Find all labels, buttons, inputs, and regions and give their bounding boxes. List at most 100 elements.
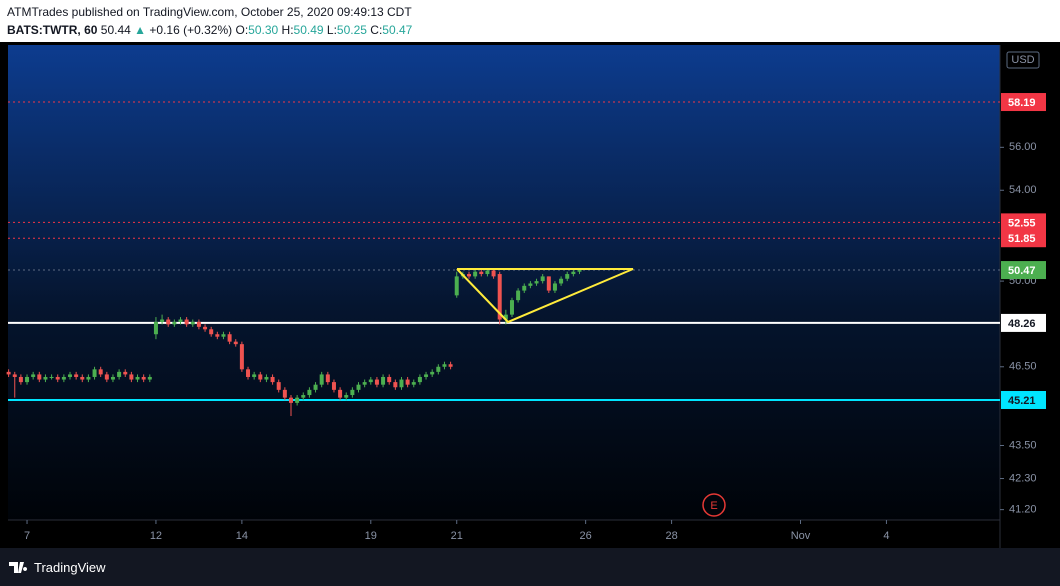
candle-body	[221, 334, 226, 337]
currency: USD	[1011, 54, 1034, 66]
candle-body	[540, 276, 545, 282]
candle-body	[473, 271, 478, 277]
low-value: 50.25	[336, 23, 367, 37]
candle-body	[288, 397, 293, 403]
candle-body	[12, 374, 17, 377]
candle-body	[178, 319, 183, 322]
change-arrow: ▲	[134, 23, 147, 37]
x-tick-label: 26	[580, 530, 592, 542]
candle-body	[565, 274, 570, 279]
candle-body	[190, 321, 195, 325]
close-value: 50.47	[382, 23, 413, 37]
level-label: 58.19	[1008, 97, 1036, 109]
candle-body	[430, 371, 435, 375]
candle-body	[110, 376, 115, 380]
candle-body	[350, 389, 355, 396]
candle-body	[215, 334, 220, 337]
candle-body	[37, 374, 42, 380]
candle-body	[307, 389, 312, 396]
candle-body	[552, 283, 557, 291]
candle-body	[319, 374, 324, 385]
x-tick-label: 21	[451, 530, 463, 542]
candle-body	[528, 283, 533, 286]
candle-body	[313, 384, 318, 390]
level-label-box	[1001, 390, 1046, 409]
footer: TradingView	[0, 548, 1060, 586]
candle-body	[374, 379, 379, 385]
candle-body	[135, 376, 140, 380]
publisher: ATMTrades published on TradingView.com, …	[7, 5, 412, 19]
candle-body	[411, 382, 416, 385]
candle-body	[147, 376, 152, 380]
y-tick-label: 56.00	[1009, 141, 1037, 153]
candle-body	[393, 382, 398, 388]
candle-body	[61, 376, 66, 380]
candle-body	[246, 369, 251, 377]
candle-body	[129, 374, 134, 380]
candle-body	[98, 369, 103, 375]
candle-body	[6, 371, 11, 375]
candle-body	[442, 364, 447, 367]
candle-body	[55, 376, 60, 380]
candle-body	[405, 379, 410, 385]
candle-body	[344, 395, 349, 398]
candle-body	[387, 376, 392, 383]
low-label: L:	[326, 23, 337, 37]
candle-body	[436, 366, 441, 372]
candle-body	[509, 300, 514, 315]
candle-body	[68, 374, 72, 377]
level-label: 52.55	[1008, 217, 1036, 229]
symbol: BATS:TWTR, 60	[7, 23, 98, 37]
candle-body	[282, 389, 287, 398]
open-label: O:	[235, 23, 249, 37]
candle-body	[196, 321, 201, 327]
candle-body	[264, 376, 269, 380]
candle-body	[276, 382, 281, 390]
change: +0.16 (+0.32%)	[149, 23, 233, 37]
candle-body	[559, 278, 564, 284]
candle-body	[467, 274, 472, 277]
candle-body	[448, 364, 453, 367]
candle-body	[516, 290, 521, 301]
candle-body	[141, 376, 146, 380]
candle-body	[381, 376, 386, 385]
quote-line: BATS:TWTR, 60 50.44 ▲ +0.16 (+0.32%) O:5…	[7, 23, 412, 37]
candle-body	[497, 274, 502, 320]
x-tick-label: 19	[365, 530, 377, 542]
candle-body	[417, 376, 422, 383]
y-tick-label: 41.20	[1009, 504, 1037, 516]
level-label-box	[1001, 313, 1046, 332]
candle-body	[295, 397, 300, 403]
open-value: 50.30	[248, 23, 279, 37]
level-label-box	[1001, 229, 1046, 248]
x-tick-label: 7	[24, 530, 30, 542]
candle-body	[172, 321, 177, 325]
candle-body	[104, 374, 109, 380]
plot-area	[8, 45, 1000, 520]
candle-body	[252, 374, 257, 377]
candle-body	[454, 276, 459, 296]
earnings-label: E	[710, 500, 717, 512]
y-tick-label: 42.30	[1009, 472, 1037, 484]
candle-body	[239, 344, 244, 370]
candle-body	[31, 374, 36, 377]
level-label: 45.21	[1008, 395, 1036, 407]
y-tick-label: 46.50	[1009, 361, 1037, 373]
publisher-line: ATMTrades published on TradingView.com, …	[7, 5, 412, 19]
close-label: C:	[370, 23, 383, 37]
candle-body	[485, 270, 490, 275]
y-tick-label: 54.00	[1009, 184, 1037, 196]
level-label-box	[1001, 261, 1046, 280]
level-label-box	[1001, 213, 1046, 232]
x-tick-label: 12	[150, 530, 162, 542]
candle-body	[166, 319, 171, 325]
candle-body	[203, 326, 208, 330]
brand-logo	[9, 562, 28, 573]
candle-body	[325, 374, 330, 383]
x-tick-label: Nov	[791, 530, 811, 542]
candle-body	[338, 389, 343, 398]
candle-body	[74, 374, 79, 377]
candle-body	[362, 382, 367, 385]
